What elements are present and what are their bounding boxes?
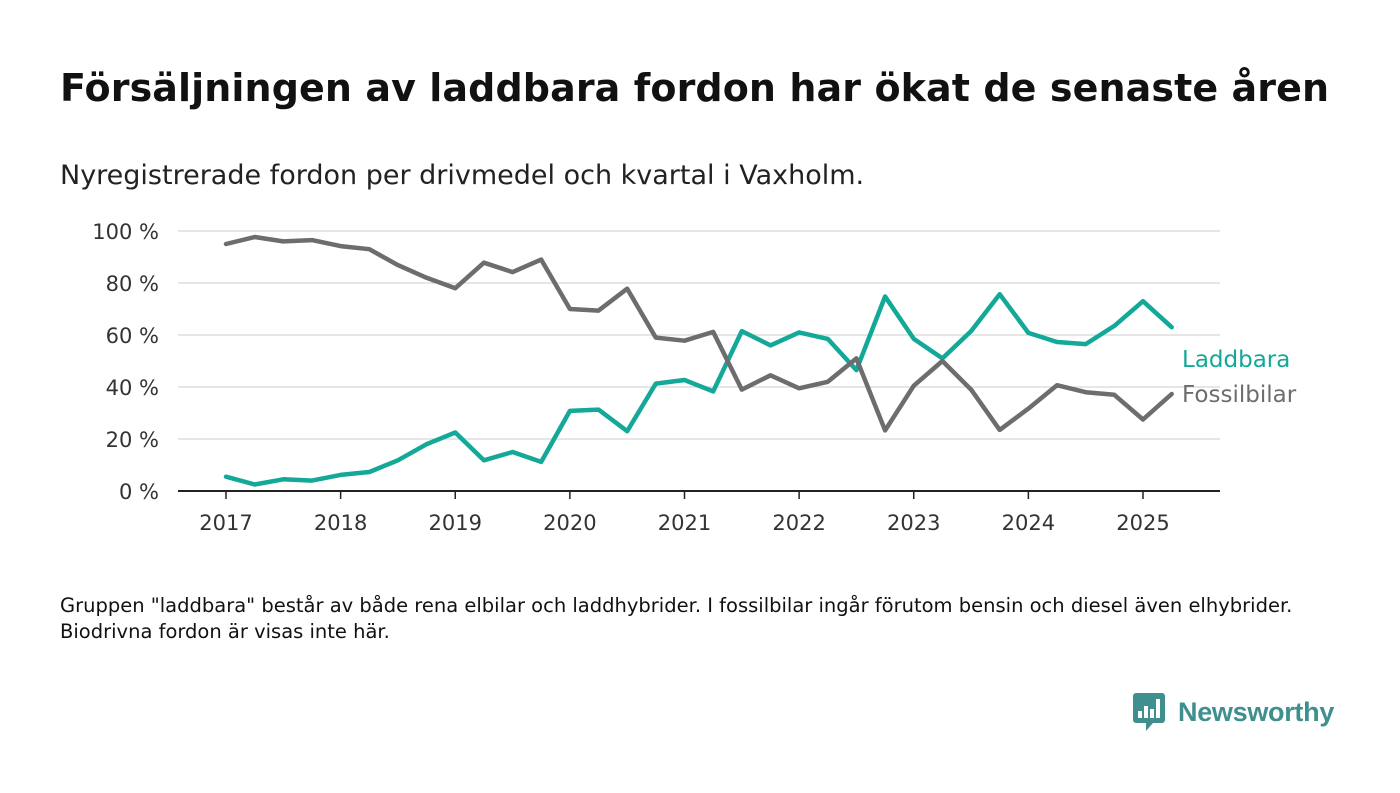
footnote: Gruppen "laddbara" består av både rena e… — [60, 594, 1293, 643]
x-tick-label: 2025 — [1116, 511, 1169, 535]
line-chart: 0 % 20 % 40 % 60 % 80 % 100 % 2017 2018 2019 202… — [92, 220, 1297, 535]
newsworthy-logo: Newsworthy — [1132, 691, 1334, 733]
x-tick-label: 2023 — [887, 511, 940, 535]
x-tick-label: 2020 — [543, 511, 596, 535]
y-tick-label: 40 % — [106, 376, 159, 400]
y-tick-label: 100 % — [92, 220, 159, 244]
y-tick-label: 20 % — [106, 428, 159, 452]
x-tick-label: 2024 — [1002, 511, 1055, 535]
y-axis-ticks: 0 % 20 % 40 % 60 % 80 % 100 % — [92, 220, 159, 504]
series-label-fossilbilar: Fossilbilar — [1182, 382, 1297, 408]
x-tick-label: 2019 — [429, 511, 482, 535]
x-tick-label: 2017 — [199, 511, 252, 535]
x-tick-label: 2022 — [772, 511, 825, 535]
series-lines — [223, 234, 1174, 487]
series-line-laddbara — [223, 291, 1174, 487]
x-axis-ticks: 2017 2018 2019 2020 2021 2022 2023 2024 2025 — [199, 491, 1170, 535]
series-label-laddbara: Laddbara — [1182, 347, 1290, 373]
chart-subtitle: Nyregistrerade fordon per drivmedel och … — [60, 160, 865, 191]
logo-text: Newsworthy — [1178, 696, 1335, 727]
gridlines — [178, 230, 1220, 492]
series-line-fossilbilar — [223, 234, 1174, 433]
x-tick-label: 2018 — [314, 511, 367, 535]
x-tick-label: 2021 — [658, 511, 711, 535]
bar-chart-speech-bubble-icon — [1133, 693, 1165, 731]
y-tick-label: 80 % — [106, 272, 159, 296]
chart-title: Försäljningen av laddbara fordon har öka… — [60, 66, 1330, 110]
y-tick-label: 0 % — [119, 480, 159, 504]
y-tick-label: 60 % — [106, 324, 159, 348]
series-labels: Laddbara Fossilbilar — [1182, 347, 1297, 408]
